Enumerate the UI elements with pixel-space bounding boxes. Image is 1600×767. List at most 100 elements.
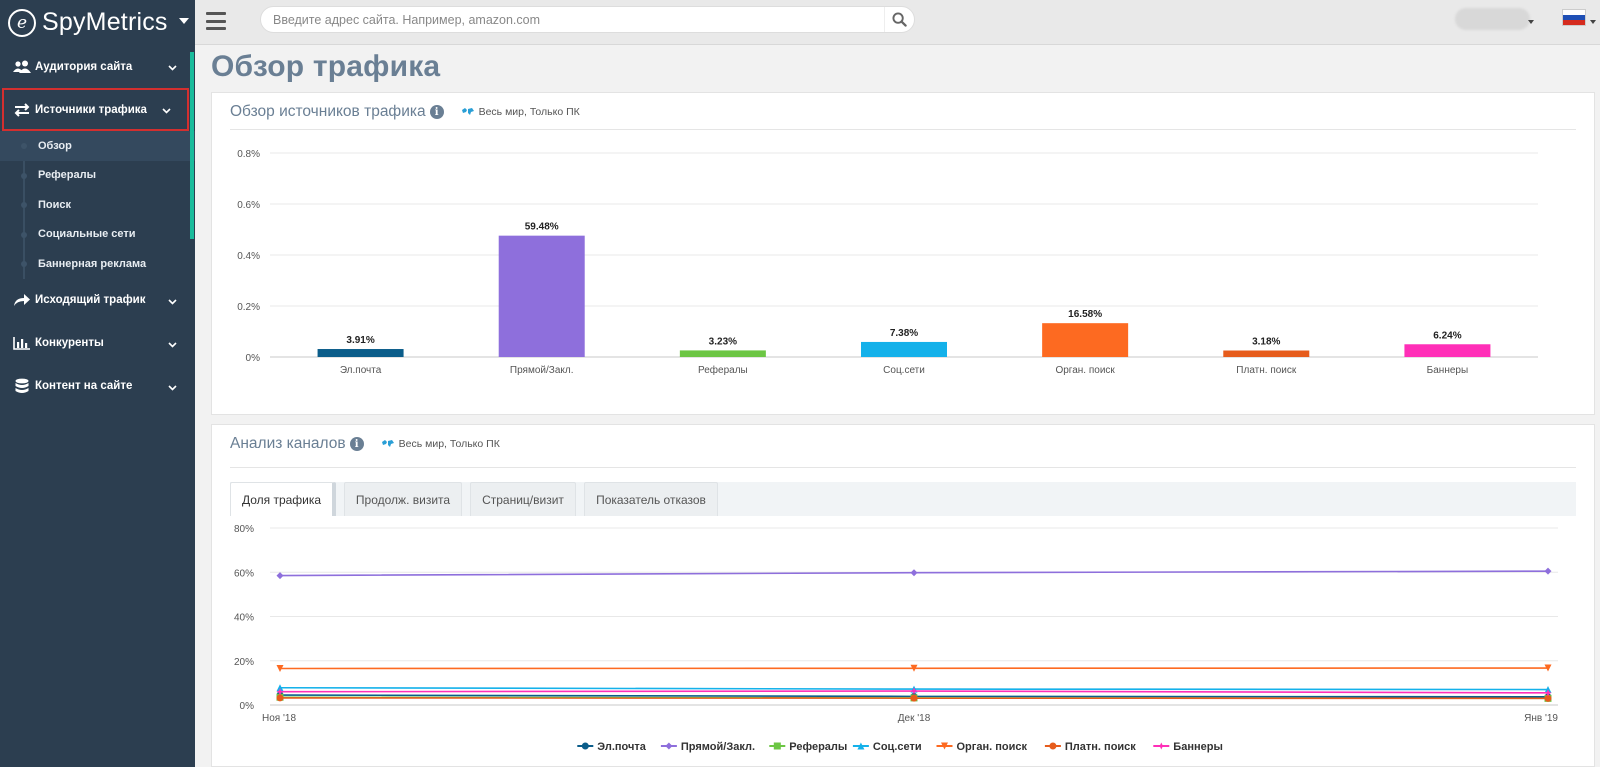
x-tick-label: Орган. поиск [1055, 365, 1115, 376]
submenu-item-search[interactable]: Поиск [0, 190, 195, 220]
line-point [910, 664, 918, 672]
line-point [773, 742, 781, 750]
info-icon[interactable]: i [429, 105, 444, 119]
submenu-label: Социальные сети [38, 228, 136, 241]
bar [1404, 344, 1491, 357]
line-point [1544, 567, 1552, 575]
line-point [1157, 742, 1165, 750]
user-menu[interactable] [1455, 8, 1530, 30]
line-point [857, 742, 865, 750]
sidebar-item-competitors[interactable]: Конкуренты [0, 322, 195, 365]
submenu-dot [21, 231, 27, 238]
legend-item[interactable]: Прямой/Закл. [660, 741, 755, 753]
legend-label: Баннеры [1173, 741, 1223, 753]
y-tick-label: 0.4% [237, 251, 260, 262]
user-caret-icon[interactable] [1528, 20, 1534, 24]
line-series [276, 687, 1552, 697]
active-section-indicator [190, 52, 194, 239]
geo-filter: Весь мир, Только ПК [461, 106, 580, 118]
tab-traffic-share[interactable]: Доля трафика [230, 482, 336, 516]
submenu-item-overview[interactable]: Обзор [0, 131, 195, 161]
tab-visit-duration[interactable]: Продолж. визита [344, 482, 462, 516]
language-caret-icon[interactable] [1590, 20, 1596, 24]
submenu-item-referrals[interactable]: Рефералы [0, 161, 195, 191]
legend-item[interactable]: Баннеры [1153, 741, 1223, 753]
bar-data-label: 3.23% [709, 336, 737, 347]
chevron-down-icon [168, 339, 177, 351]
line-point [941, 742, 948, 750]
line-point [1544, 689, 1552, 697]
bar-data-label: 6.24% [1433, 330, 1461, 341]
sidebar-item-outgoing-traffic[interactable]: Исходящий трафик [0, 279, 195, 322]
line-series [276, 664, 1552, 672]
submenu-item-social[interactable]: Социальные сети [0, 220, 195, 250]
x-tick-label: Дек '18 [898, 713, 931, 724]
y-tick-label: 0.2% [237, 302, 260, 313]
site-search-input[interactable] [261, 7, 884, 32]
legend-label: Соц.сети [873, 741, 922, 753]
channel-analysis-panel: Анализ каналов i Весь мир, Только ПК Дол… [211, 424, 1595, 767]
panel-header: Анализ каналов i Весь мир, Только ПК [230, 435, 500, 453]
channel-share-line-chart: 0% 20% 40% 60% 80% Ноя '18 Дек '18 Янв '19 Эл.по… [234, 524, 1558, 753]
submenu-dot [21, 202, 27, 208]
y-tick-label: 60% [234, 568, 254, 579]
russian-flag-icon[interactable] [1562, 9, 1586, 26]
x-tick-label: Платн. поиск [1236, 365, 1297, 376]
sidebar-item-traffic-sources[interactable]: Источники трафика [2, 88, 189, 131]
chevron-down-icon [168, 382, 177, 394]
line-point [1544, 694, 1552, 702]
sidebar-item-label: Исходящий трафик [35, 294, 146, 306]
brand-caret-icon[interactable] [179, 18, 189, 24]
line-point [276, 688, 284, 696]
traffic-sources-overview-panel: Обзор источников трафика i Весь мир, Тол… [211, 92, 1595, 415]
exchange-icon [12, 102, 32, 118]
panel-title: Анализ каналов [230, 435, 346, 452]
sidebar-item-site-content[interactable]: Контент на сайте [0, 365, 195, 408]
brand-logo-icon: e [8, 8, 36, 37]
search-icon[interactable] [884, 7, 914, 32]
submenu-item-display-ads[interactable]: Баннерная реклама [0, 249, 195, 279]
submenu-label: Поиск [38, 198, 72, 211]
submenu-label: Баннерная реклама [38, 257, 147, 270]
chevron-down-icon [162, 105, 171, 117]
line-series [276, 567, 1552, 580]
sidebar-item-label: Аудитория сайта [35, 60, 133, 73]
y-tick-label: 80% [234, 524, 254, 535]
info-icon[interactable]: i [349, 437, 364, 451]
line-point [1049, 742, 1057, 750]
legend-label: Рефералы [789, 741, 847, 753]
legend-item[interactable]: Эл.почта [577, 741, 647, 753]
y-tick-label: 20% [234, 657, 254, 668]
line-point [581, 742, 589, 750]
hamburger-menu-icon[interactable] [206, 12, 226, 30]
geo-filter: Весь мир, Только ПК [381, 438, 500, 450]
y-tick-label: 0% [240, 701, 255, 712]
users-icon [12, 59, 32, 75]
legend-item[interactable]: Рефералы [769, 741, 847, 753]
chevron-down-icon [168, 62, 177, 74]
search-bar [260, 6, 915, 33]
database-icon [12, 378, 32, 394]
share-icon [12, 292, 32, 308]
legend-item[interactable]: Орган. поиск [936, 741, 1028, 753]
submenu-dot [21, 261, 27, 267]
line-point [910, 687, 918, 695]
sidebar: Аудитория сайта Источники трафика Обзор … [0, 45, 195, 767]
tab-bounce-rate[interactable]: Показатель отказов [584, 482, 718, 516]
x-tick-label: Прямой/Закл. [510, 365, 574, 376]
line-point [276, 684, 284, 692]
line-point [910, 694, 918, 702]
brand[interactable]: e SpyMetrics [0, 0, 195, 45]
tab-pages-per-visit[interactable]: Страниц/визит [470, 482, 576, 516]
legend-item[interactable]: Соц.сети [852, 741, 922, 753]
sidebar-item-audience[interactable]: Аудитория сайта [0, 45, 195, 88]
submenu-label: Рефералы [38, 169, 96, 182]
submenu-dot [21, 143, 27, 149]
legend-item[interactable]: Платн. поиск [1044, 741, 1136, 753]
bar-data-label: 7.38% [890, 328, 918, 339]
y-tick-label: 0% [246, 353, 261, 364]
sidebar-item-label: Источники трафика [35, 103, 147, 116]
y-tick-label: 0.8% [237, 149, 260, 160]
legend-label: Эл.почта [597, 741, 646, 753]
sidebar-item-label: Конкуренты [35, 337, 104, 349]
